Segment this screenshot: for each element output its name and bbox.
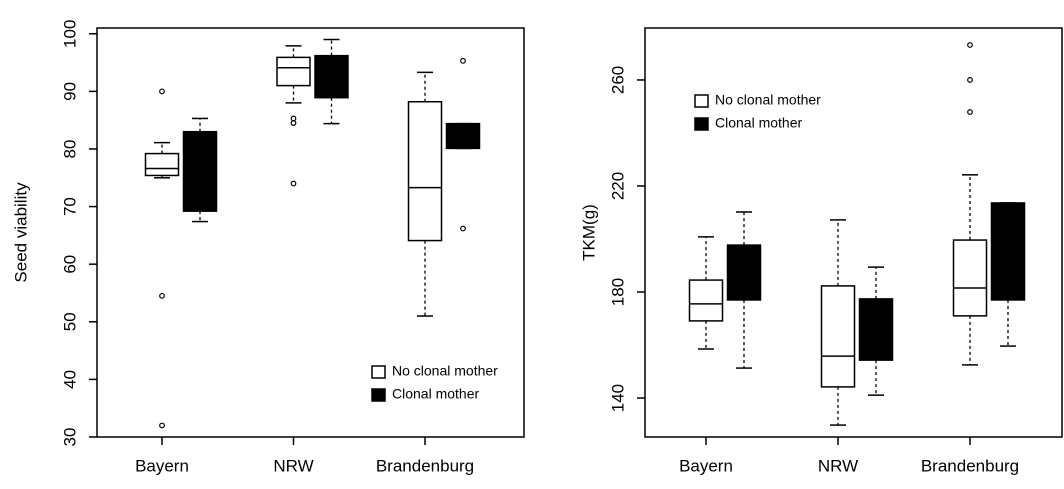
plot-frame xyxy=(644,27,1063,438)
outlier xyxy=(460,57,466,64)
outlier xyxy=(159,88,165,95)
box xyxy=(688,279,724,322)
box xyxy=(990,202,1026,301)
x-tick-label: Bayern xyxy=(135,456,189,475)
x-tick-label: Bayern xyxy=(679,456,733,475)
y-tick-label: 50 xyxy=(60,312,79,331)
legend-swatch xyxy=(371,365,386,379)
outlier xyxy=(460,225,466,232)
y-tick-label: 90 xyxy=(60,82,79,101)
plot-frame xyxy=(96,27,525,438)
y-tick-label: 40 xyxy=(60,370,79,389)
outlier xyxy=(967,109,973,115)
box xyxy=(276,56,311,87)
box xyxy=(726,244,762,301)
y-axis-label: Seed viability xyxy=(11,182,30,283)
box xyxy=(407,100,443,242)
outlier xyxy=(290,180,297,187)
y-tick-label: 140 xyxy=(608,384,627,412)
y-tick-label: 180 xyxy=(608,278,627,306)
x-tick-label: NRW xyxy=(273,456,313,475)
outlier xyxy=(290,120,297,126)
legend-swatch xyxy=(694,117,709,131)
y-axis-label: TKM(g) xyxy=(579,204,598,261)
legend-label: Clonal mother xyxy=(715,115,802,131)
y-tick-label: 60 xyxy=(60,255,79,274)
outlier xyxy=(159,422,165,429)
y-tick-label: 80 xyxy=(60,140,79,159)
x-tick-label: Brandenburg xyxy=(921,456,1019,475)
box xyxy=(858,298,894,361)
outlier xyxy=(159,292,165,299)
y-tick-label: 70 xyxy=(60,197,79,216)
box xyxy=(952,239,988,317)
y-tick-label: 220 xyxy=(608,172,627,200)
y-tick-label: 100 xyxy=(60,20,79,48)
legend-swatch xyxy=(371,388,386,402)
outlier xyxy=(290,115,297,122)
legend-label: No clonal mother xyxy=(392,363,498,379)
x-tick-label: Brandenburg xyxy=(376,456,474,475)
box xyxy=(445,122,481,150)
outlier xyxy=(967,42,973,48)
y-tick-label: 30 xyxy=(60,428,79,447)
outlier xyxy=(967,77,973,83)
legend-swatch xyxy=(694,94,709,108)
y-tick-label: 260 xyxy=(608,66,627,94)
x-tick-label: NRW xyxy=(818,456,858,475)
legend-label: No clonal mother xyxy=(715,92,821,108)
box xyxy=(144,152,180,177)
box xyxy=(314,54,349,99)
box xyxy=(820,285,856,388)
legend-label: Clonal mother xyxy=(392,386,479,402)
